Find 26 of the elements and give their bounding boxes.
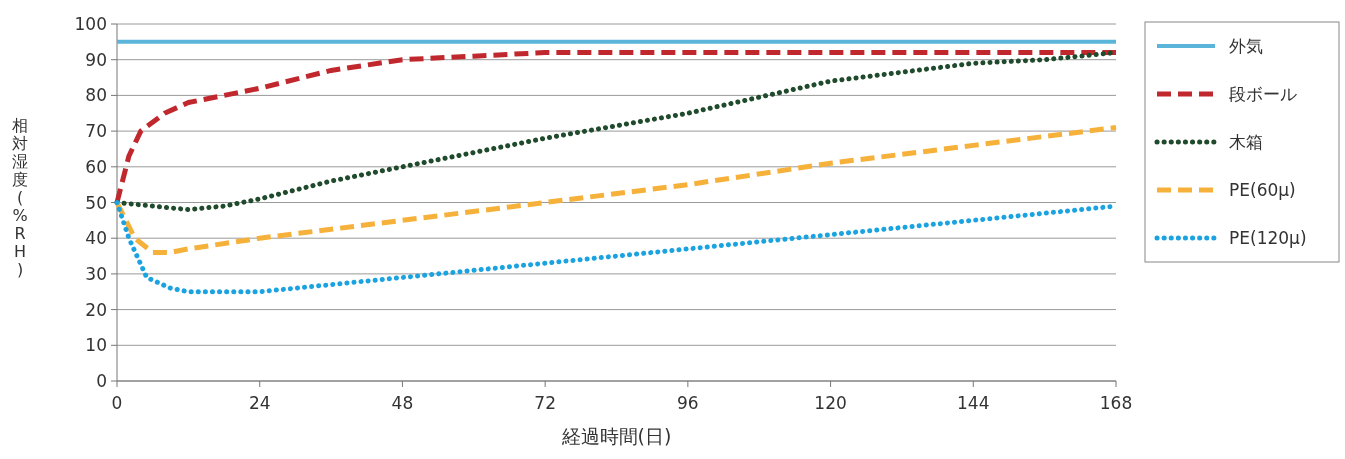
- x-tick-label: 24: [248, 393, 271, 413]
- y-tick-label: 80: [85, 85, 107, 106]
- x-tick-label: 0: [111, 393, 123, 413]
- y-tick-label: 60: [85, 156, 107, 177]
- legend-label: PE(120μ): [1229, 228, 1307, 248]
- y-tick-label: 40: [85, 228, 107, 249]
- y-tick-label: 70: [85, 121, 107, 142]
- x-axis-title: 経過時間(日): [560, 425, 672, 447]
- legend-label: 外気: [1229, 36, 1263, 56]
- y-tick-label: 10: [85, 335, 107, 356]
- legend-label: PE(60μ): [1229, 180, 1296, 200]
- y-tick-label: 0: [96, 371, 107, 391]
- legend-label: 木箱: [1229, 132, 1263, 152]
- x-tick-label: 168: [1099, 393, 1133, 413]
- x-tick-label: 120: [814, 393, 847, 413]
- x-tick-label: 48: [391, 393, 414, 413]
- legend-label: 段ボール: [1229, 84, 1297, 104]
- y-tick-label: 90: [85, 49, 107, 70]
- y-tick-label: 20: [85, 299, 107, 320]
- y-tick-label: 50: [85, 192, 107, 213]
- x-tick-label: 144: [957, 393, 990, 413]
- text: 相対湿度(%RH): [12, 115, 28, 279]
- x-tick-label: 72: [534, 393, 556, 413]
- x-tick-label: 96: [677, 393, 699, 413]
- y-tick-label: 100: [74, 14, 107, 34]
- y-tick-label: 30: [85, 263, 107, 284]
